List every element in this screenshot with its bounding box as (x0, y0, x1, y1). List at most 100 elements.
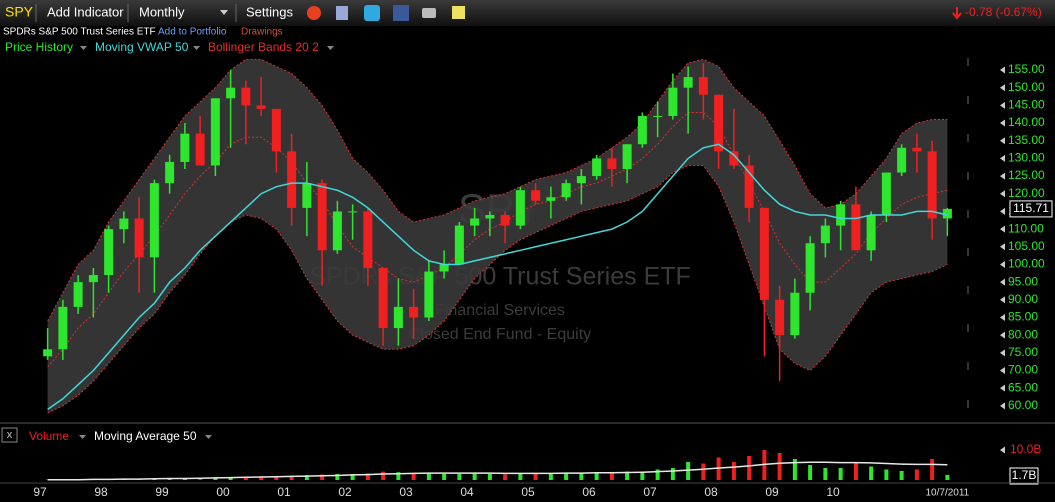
candle-body (698, 77, 708, 95)
volume-bar (426, 473, 431, 480)
dropdown-arrow[interactable] (80, 46, 87, 50)
price-change: -0.78 (-0.67%) (965, 5, 1042, 19)
legend-bollinger[interactable]: Bollinger Bands 20 2 (208, 40, 319, 54)
legend-volume-ma[interactable]: Moving Average 50 (94, 429, 197, 443)
x-tick-label: 02 (338, 485, 352, 499)
volume-bar (594, 472, 599, 480)
candle-body (637, 115, 647, 145)
dropdown-arrow[interactable] (205, 435, 212, 439)
volume-bar (274, 476, 279, 480)
x-tick-label: 08 (704, 485, 718, 499)
instrument-name: SPDRs S&P 500 Trust Series ETF (3, 27, 156, 38)
drawings[interactable]: Drawings (241, 27, 283, 38)
candle-body (210, 98, 220, 166)
candle-body (820, 225, 830, 244)
volume-bar (533, 473, 538, 480)
y-tick-label: 80.00 (1008, 327, 1038, 341)
volume-bar (259, 477, 264, 480)
dropdown-arrow[interactable] (220, 10, 228, 15)
candle-body (271, 108, 281, 152)
add-indicator[interactable]: Add Indicator (47, 4, 124, 19)
volume-bar (701, 463, 706, 480)
x-tick-label: 03 (399, 485, 413, 499)
y-tick-label: 105.00 (1008, 239, 1045, 253)
camera-icon[interactable] (422, 8, 436, 18)
candle-body (424, 271, 434, 318)
y-tick-mark (1000, 260, 1005, 268)
y-tick-mark (1000, 101, 1005, 109)
volume-bar (487, 474, 492, 480)
watermark-sector: Financial Services (435, 302, 565, 319)
bollinger-upper (47, 58, 948, 322)
volume-bar (457, 474, 462, 480)
news-icon[interactable] (336, 6, 348, 20)
alarm-icon[interactable] (307, 6, 321, 20)
close-button[interactable]: x (7, 429, 13, 441)
candle-body (165, 161, 175, 184)
volume-bar (853, 462, 858, 480)
candle-body (897, 147, 907, 173)
dropdown-arrow[interactable] (193, 46, 200, 50)
legend-vwap[interactable]: Moving VWAP 50 (95, 40, 189, 54)
candle-body (515, 190, 525, 226)
volume-bar (884, 469, 889, 480)
notes-icon[interactable] (452, 6, 465, 19)
y-tick-label: 70.00 (1008, 363, 1038, 377)
dropdown-arrow[interactable] (79, 435, 86, 439)
volume-bar (472, 473, 477, 480)
x-tick-label: 10/7/2011 (926, 488, 970, 499)
y-tick-mark (1000, 402, 1005, 410)
candle-body (378, 267, 388, 329)
volume-bar (411, 472, 416, 480)
settings[interactable]: Settings (246, 4, 293, 19)
bollinger-lower (47, 164, 948, 414)
volume-bar (503, 474, 508, 480)
bollinger-fill (47, 59, 948, 413)
candle-body (668, 87, 678, 116)
toolbar (0, 0, 1055, 26)
legend-price[interactable]: Price History (5, 40, 73, 54)
x-tick-label: 06 (582, 485, 596, 499)
y-tick-label: 120.00 (1008, 186, 1045, 200)
candle-body (714, 94, 724, 152)
volume-bar (869, 466, 874, 480)
candle-body (195, 133, 205, 166)
y-tick-label: 155.00 (1008, 62, 1045, 76)
y-tick-label: 135.00 (1008, 133, 1045, 147)
y-tick-label: 85.00 (1008, 310, 1038, 324)
candle-body (912, 147, 922, 152)
y-tick-label: 90.00 (1008, 292, 1038, 306)
volume-bar (350, 474, 355, 480)
candle-body (454, 225, 464, 265)
y-tick-label: 145.00 (1008, 98, 1045, 112)
volume-bar (914, 469, 919, 480)
volume-bar (442, 474, 447, 480)
symbol[interactable]: SPY (5, 4, 34, 20)
price-panel: 60.00 65.00 70.00 75.00 80.00 85.00 90.00 95.00… (33, 58, 1053, 499)
volume-bar (731, 462, 736, 480)
dropdown-arrow[interactable] (327, 46, 334, 50)
y-tick-label: 125.00 (1008, 168, 1045, 182)
volume-bar (899, 471, 904, 480)
volume-bar (579, 472, 584, 480)
interval-select[interactable]: Monthly (139, 4, 185, 19)
y-tick-mark (1000, 207, 1005, 215)
volume-bar (930, 459, 935, 480)
candle-body (622, 144, 632, 170)
add-to-portfolio[interactable]: Add to Portfolio (158, 27, 227, 38)
y-tick-mark (1000, 349, 1005, 357)
volume-bar (564, 473, 569, 480)
y-tick-label: 60.00 (1008, 398, 1038, 412)
volume-bar (777, 453, 782, 480)
y-tick-label: 110.00 (1008, 221, 1044, 235)
close-box[interactable] (1, 427, 18, 443)
x-tick-label: 04 (460, 485, 474, 499)
legend-volume[interactable]: Volume (29, 429, 69, 443)
facebook-icon[interactable] (393, 5, 409, 21)
volume-bar (609, 472, 614, 480)
volume-bar (945, 474, 950, 480)
twitter-icon[interactable] (364, 5, 380, 21)
volume-ma-line (47, 461, 948, 481)
candle-body (836, 204, 846, 226)
